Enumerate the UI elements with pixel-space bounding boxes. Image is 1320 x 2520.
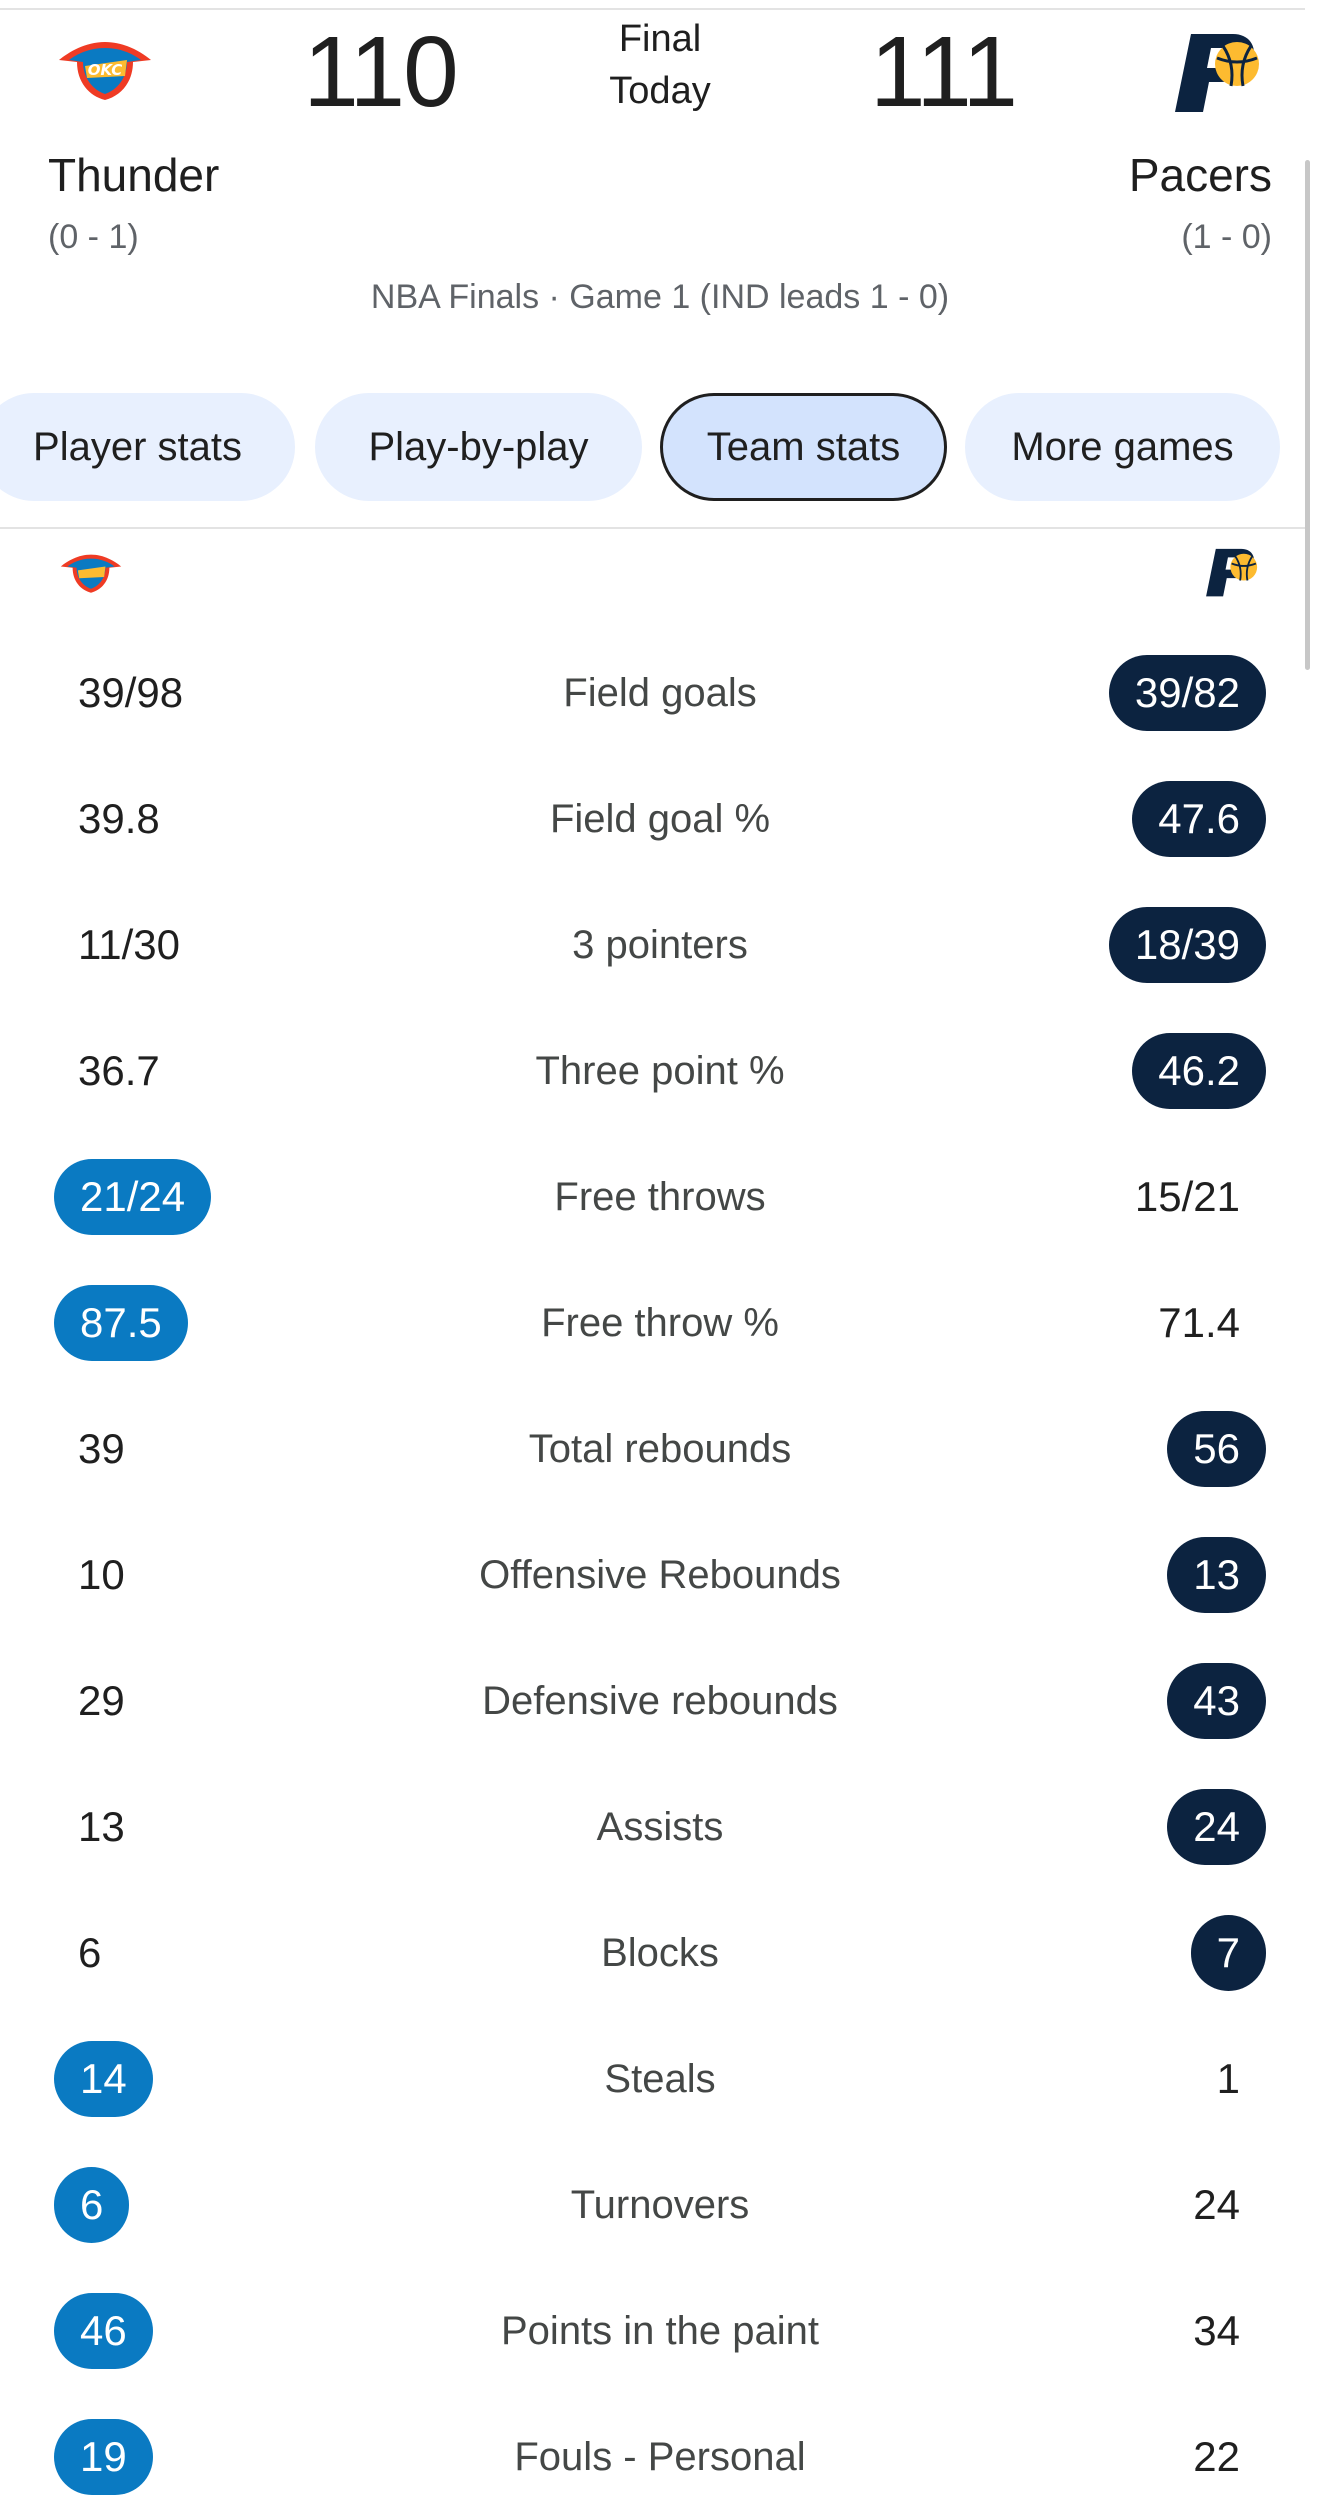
away-stat-value: 56 — [1167, 1411, 1266, 1487]
away-stat-value: 24 — [1193, 2181, 1240, 2228]
away-stat-value: 15/21 — [1134, 1173, 1240, 1220]
home-stat-value: 29 — [78, 1677, 125, 1724]
home-stat-value: 10 — [78, 1551, 125, 1598]
away-stat-value: 13 — [1167, 1537, 1266, 1613]
stat-label: Offensive Rebounds — [479, 1553, 841, 1597]
stat-label: Steals — [604, 2057, 716, 2101]
away-stat-value: 46.2 — [1132, 1033, 1266, 1109]
series-info: NBA Finals · Game 1 (IND leads 1 - 0) — [370, 278, 950, 316]
home-team-name[interactable]: Thunder — [48, 149, 220, 201]
home-stat-value: 21/24 — [54, 1159, 212, 1235]
top-divider — [0, 8, 1305, 10]
tab-player-stats[interactable]: Player stats — [0, 393, 295, 501]
home-stat-value: 13 — [78, 1803, 125, 1850]
tabs-divider — [0, 527, 1305, 529]
away-stat-value: 47.6 — [1132, 781, 1266, 857]
stat-row-field-goals: 39/98 Field goals 39/82 — [0, 630, 1320, 756]
stat-row-3-pointers: 11/30 3 pointers 18/39 — [0, 882, 1320, 1008]
stat-label: Points in the paint — [501, 2309, 819, 2353]
stat-label: Blocks — [601, 1931, 719, 1975]
home-stat-value: 87.5 — [54, 1285, 188, 1361]
stat-row-offensive-rebounds: 10 Offensive Rebounds 13 — [0, 1512, 1320, 1638]
stat-label: Turnovers — [570, 2183, 750, 2227]
away-team-record: (1 - 0) — [1181, 218, 1272, 256]
home-stat-value: 39/98 — [78, 669, 184, 716]
tab-bar: Player stats Play-by-play Team stats Mor… — [0, 393, 1320, 503]
tab-more-games[interactable]: More games — [965, 393, 1280, 501]
stat-row-field-goal-pct: 39.8 Field goal % 47.6 — [0, 756, 1320, 882]
okc-thunder-logo-icon — [58, 552, 124, 594]
stat-label: Field goal % — [549, 797, 771, 841]
away-stat-value: 71.4 — [1158, 1299, 1240, 1346]
stat-row-defensive-rebounds: 29 Defensive rebounds 43 — [0, 1638, 1320, 1764]
away-stat-value: 39/82 — [1108, 655, 1266, 731]
away-stat-value: 43 — [1167, 1663, 1266, 1739]
stat-row-total-rebounds: 39 Total rebounds 56 — [0, 1386, 1320, 1512]
home-stat-value: 36.7 — [78, 1047, 160, 1094]
indiana-pacers-logo-icon — [1200, 542, 1262, 602]
home-stat-value: 39.8 — [78, 795, 160, 842]
away-stat-value: 7 — [1190, 1915, 1266, 1991]
tab-team-stats[interactable]: Team stats — [660, 393, 947, 501]
scrollbar[interactable] — [1305, 160, 1310, 670]
home-stat-value: 6 — [78, 1929, 102, 1976]
away-stat-value: 24 — [1167, 1789, 1266, 1865]
home-stat-value: 39 — [78, 1425, 125, 1472]
stat-label: Total rebounds — [528, 1427, 792, 1471]
stat-row-free-throw-pct: 87.5 Free throw % 71.4 — [0, 1260, 1320, 1386]
stat-label: Free throws — [554, 1175, 766, 1219]
home-stat-value: 6 — [54, 2167, 130, 2243]
stat-label: Assists — [596, 1805, 724, 1849]
stat-label: Free throw % — [541, 1301, 779, 1345]
stat-label: 3 pointers — [572, 923, 748, 967]
stat-row-assists: 13 Assists 24 — [0, 1764, 1320, 1890]
home-stat-value: 11/30 — [78, 921, 180, 968]
stat-row-points-in-paint: 46 Points in the paint 34 — [0, 2268, 1320, 2394]
away-stat-value: 22 — [1193, 2433, 1240, 2480]
away-stat-value: 34 — [1193, 2307, 1240, 2354]
stat-label: Field goals — [563, 671, 757, 715]
stat-row-three-point-pct: 36.7 Three point % 46.2 — [0, 1008, 1320, 1134]
stat-row-free-throws: 21/24 Free throws 15/21 — [0, 1134, 1320, 1260]
home-team-record: (0 - 1) — [48, 218, 139, 256]
indiana-pacers-logo-icon[interactable] — [1165, 30, 1267, 114]
away-team-name[interactable]: Pacers — [1128, 149, 1272, 201]
team-stats-table: 39/98 Field goals 39/82 39.8 Field goal … — [0, 630, 1320, 2520]
stat-row-fouls-personal: 19 Fouls - Personal 22 — [0, 2394, 1320, 2520]
stat-row-steals: 14 Steals 1 — [0, 2016, 1320, 2142]
game-date: Today — [609, 70, 711, 112]
stat-label: Three point % — [535, 1049, 785, 1093]
away-score: 111 — [870, 16, 1018, 128]
stat-row-blocks: 6 Blocks 7 — [0, 1890, 1320, 2016]
stat-label: Defensive rebounds — [482, 1679, 838, 1723]
home-stat-value: 19 — [54, 2419, 153, 2495]
tab-play-by-play[interactable]: Play-by-play — [315, 393, 642, 501]
stat-row-turnovers: 6 Turnovers 24 — [0, 2142, 1320, 2268]
home-score: 110 — [303, 16, 458, 128]
home-stat-value: 46 — [54, 2293, 153, 2369]
svg-text:OKC: OKC — [88, 61, 122, 79]
game-status: Final — [618, 18, 702, 60]
away-stat-value: 1 — [1216, 2055, 1240, 2102]
away-stat-value: 18/39 — [1108, 907, 1266, 983]
okc-thunder-logo-icon[interactable]: OKC — [55, 38, 155, 102]
stat-label: Fouls - Personal — [514, 2435, 806, 2479]
home-stat-value: 14 — [54, 2041, 153, 2117]
